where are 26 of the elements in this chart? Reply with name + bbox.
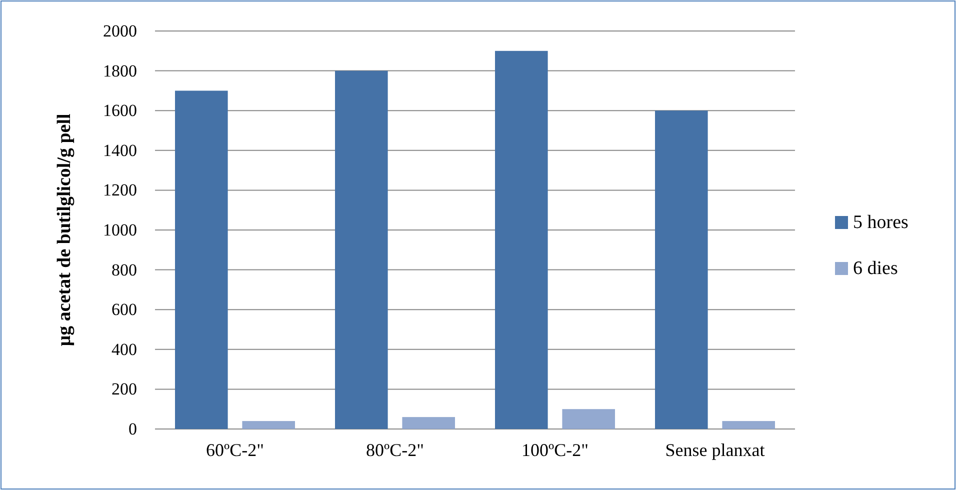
bar bbox=[562, 409, 615, 429]
x-tick-label: Sense planxat bbox=[665, 440, 765, 460]
x-tick-label: 100ºC-2" bbox=[522, 440, 588, 460]
bar bbox=[402, 417, 455, 429]
y-tick-label: 2000 bbox=[103, 21, 137, 40]
y-axis-title: µg acetat de butilglicol/g pell bbox=[54, 114, 75, 346]
legend-label: 5 hores bbox=[853, 212, 908, 233]
y-tick-label: 1400 bbox=[103, 140, 137, 160]
bar bbox=[495, 50, 548, 429]
y-tick-label: 0 bbox=[128, 419, 137, 438]
x-tick-label: 80ºC-2" bbox=[366, 440, 424, 460]
x-tick-label: 60ºC-2" bbox=[206, 440, 264, 460]
bar bbox=[242, 421, 295, 429]
y-tick-label: 200 bbox=[112, 380, 137, 399]
y-tick-label: 1200 bbox=[103, 180, 137, 200]
bar bbox=[335, 70, 388, 429]
y-tick-label: 1800 bbox=[103, 61, 137, 80]
y-tick-label: 1600 bbox=[103, 101, 137, 120]
y-tick-label: 800 bbox=[112, 260, 137, 280]
y-tick-label: 1000 bbox=[103, 220, 137, 240]
y-tick-label: 600 bbox=[112, 300, 137, 320]
bar bbox=[655, 110, 708, 429]
bar bbox=[175, 90, 228, 429]
y-tick-label: 400 bbox=[112, 340, 137, 359]
legend-label: 6 dies bbox=[853, 258, 898, 279]
bar bbox=[722, 421, 775, 429]
